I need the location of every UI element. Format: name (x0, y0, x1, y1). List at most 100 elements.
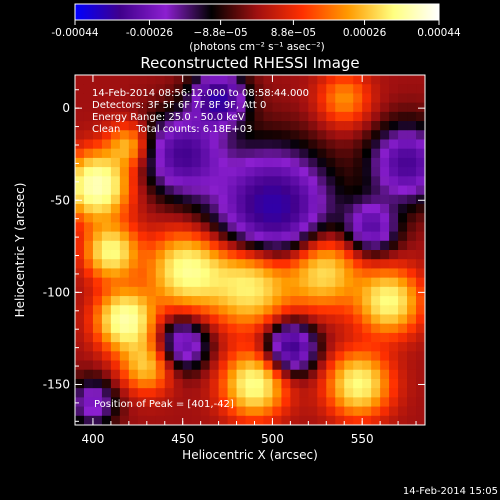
heatmap-cell (146, 305, 157, 315)
heatmap-cell (137, 268, 148, 279)
heatmap-cell (209, 222, 219, 232)
heatmap-cell (119, 75, 130, 85)
heatmap-cell (263, 176, 273, 186)
heatmap-cell (218, 176, 228, 186)
heatmap-cell (182, 222, 193, 232)
heatmap-cell (299, 277, 309, 288)
heatmap-cell (398, 323, 408, 334)
heatmap-cell (416, 406, 426, 417)
heatmap-cell (191, 250, 202, 260)
heatmap-cell (137, 167, 148, 177)
heatmap-cell (146, 130, 157, 140)
heatmap-cell (182, 415, 193, 426)
heatmap-cell (173, 268, 184, 279)
heatmap-cell (200, 176, 211, 186)
heatmap-cell (371, 259, 381, 269)
heatmap-cell (119, 323, 130, 334)
heatmap-cell (146, 286, 157, 297)
heatmap-cell (272, 139, 282, 150)
heatmap-cell (101, 93, 112, 104)
heatmap-cell (191, 213, 202, 223)
heatmap-cell (290, 194, 300, 205)
heatmap-cell (416, 351, 426, 361)
heatmap-cell (101, 102, 112, 113)
heatmap-cell (353, 148, 363, 159)
heatmap-cell (128, 111, 139, 122)
heatmap-cell (407, 84, 417, 94)
heatmap-cell (227, 360, 237, 371)
heatmap-cell (182, 102, 193, 113)
heatmap-cell (407, 194, 417, 205)
heatmap-cell (83, 286, 94, 297)
heatmap-cell (299, 111, 309, 122)
heatmap-cell (299, 167, 309, 177)
heatmap-cell (416, 75, 426, 85)
heatmap-cell (308, 286, 318, 297)
heatmap-cell (299, 93, 309, 104)
heatmap-cell (92, 360, 103, 371)
heatmap-cell (308, 277, 318, 288)
heatmap-cell (290, 314, 300, 325)
heatmap-cell (407, 111, 417, 122)
heatmap-cell (191, 139, 202, 150)
heatmap-cell (245, 268, 255, 279)
heatmap-cell (245, 194, 255, 205)
heatmap-cell (344, 342, 354, 352)
heatmap-cell (317, 222, 327, 232)
heatmap-cell (182, 93, 193, 104)
heatmap-cell (254, 111, 264, 122)
heatmap-cell (209, 323, 219, 334)
heatmap-cell (389, 185, 399, 196)
heatmap-cell (398, 388, 408, 398)
heatmap-cell (101, 194, 112, 205)
heatmap-cell (218, 342, 228, 352)
heatmap-cell (245, 231, 255, 242)
heatmap-cell (380, 415, 390, 426)
heatmap-cell (407, 176, 417, 186)
heatmap-cell (281, 369, 291, 380)
heatmap-cell (245, 139, 255, 150)
heatmap-cell (137, 314, 148, 325)
heatmap-cell (209, 176, 219, 186)
heatmap-cell (335, 75, 345, 85)
heatmap-cell (245, 360, 255, 371)
heatmap-cell (92, 121, 103, 131)
heatmap-cell (146, 314, 157, 325)
heatmap-cell (353, 240, 363, 251)
heatmap-cell (308, 139, 318, 150)
heatmap-cell (137, 415, 148, 426)
heatmap-cell (128, 213, 139, 223)
heatmap-cell (182, 194, 193, 205)
heatmap-cell (155, 360, 166, 371)
heatmap-cell (326, 148, 336, 159)
heatmap-cell (137, 157, 148, 168)
heatmap-cell (299, 286, 309, 297)
heatmap-cell (362, 231, 372, 242)
heatmap-cell (281, 130, 291, 140)
heatmap-cell (308, 268, 318, 279)
heatmap-cell (326, 231, 336, 242)
heatmap-cell (272, 268, 282, 279)
heatmap-cell (263, 388, 273, 398)
heatmap-cell (236, 286, 246, 297)
heatmap-cell (75, 332, 85, 343)
heatmap-cell (272, 305, 282, 315)
heatmap-cell (245, 148, 255, 159)
heatmap-cell (263, 157, 273, 168)
heatmap-cell (398, 222, 408, 232)
heatmap-cell (227, 240, 237, 251)
heatmap-cell (407, 397, 417, 407)
heatmap-cell (92, 388, 103, 398)
colorbar-tick-label: -0.00044 (51, 27, 99, 39)
heatmap-cell (416, 323, 426, 334)
heatmap-cell (353, 360, 363, 371)
heatmap-cell (200, 75, 211, 85)
heatmap-cell (128, 167, 139, 177)
heatmap-cell (146, 351, 157, 361)
heatmap-cell (308, 406, 318, 417)
heatmap-cell (326, 157, 336, 168)
heatmap-cell (254, 250, 264, 260)
heatmap-cell (218, 130, 228, 140)
heatmap-cell (92, 397, 103, 407)
